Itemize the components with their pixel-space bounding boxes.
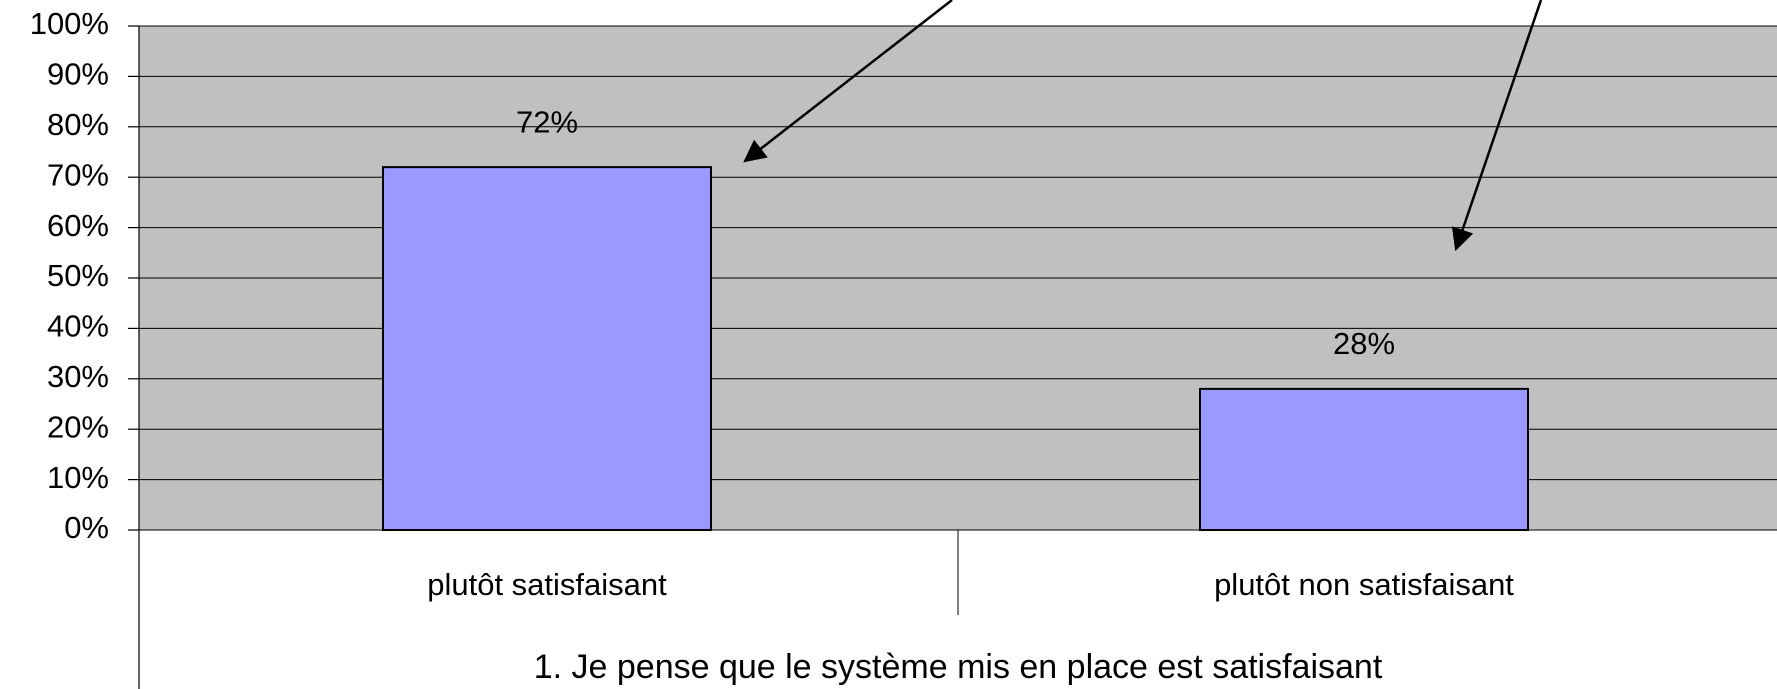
y-tick-label: 0% (64, 510, 109, 545)
x-tick-label: plutôt non satisfaisant (1214, 567, 1514, 602)
x-tick-label: plutôt satisfaisant (427, 567, 667, 602)
y-tick-label: 30% (47, 359, 109, 394)
y-tick-label: 100% (30, 6, 109, 41)
x-axis-title: 1. Je pense que le système mis en place … (534, 648, 1383, 686)
y-tick-label: 80% (47, 107, 109, 142)
y-tick-label: 20% (47, 409, 109, 444)
data-label: 28% (1333, 326, 1395, 361)
bars (382, 166, 1529, 531)
bar (1199, 387, 1529, 531)
y-tick-label: 90% (47, 57, 109, 92)
bar (382, 166, 712, 531)
y-tick-label: 60% (47, 208, 109, 243)
data-label: 72% (516, 104, 578, 139)
annotation-arrow (1451, 0, 1543, 252)
y-tick-label: 10% (47, 460, 109, 495)
y-tick-label: 50% (47, 258, 109, 293)
y-tick-label: 40% (47, 309, 109, 344)
y-tick-label: 70% (47, 157, 109, 192)
annotation-arrow (743, 0, 953, 163)
